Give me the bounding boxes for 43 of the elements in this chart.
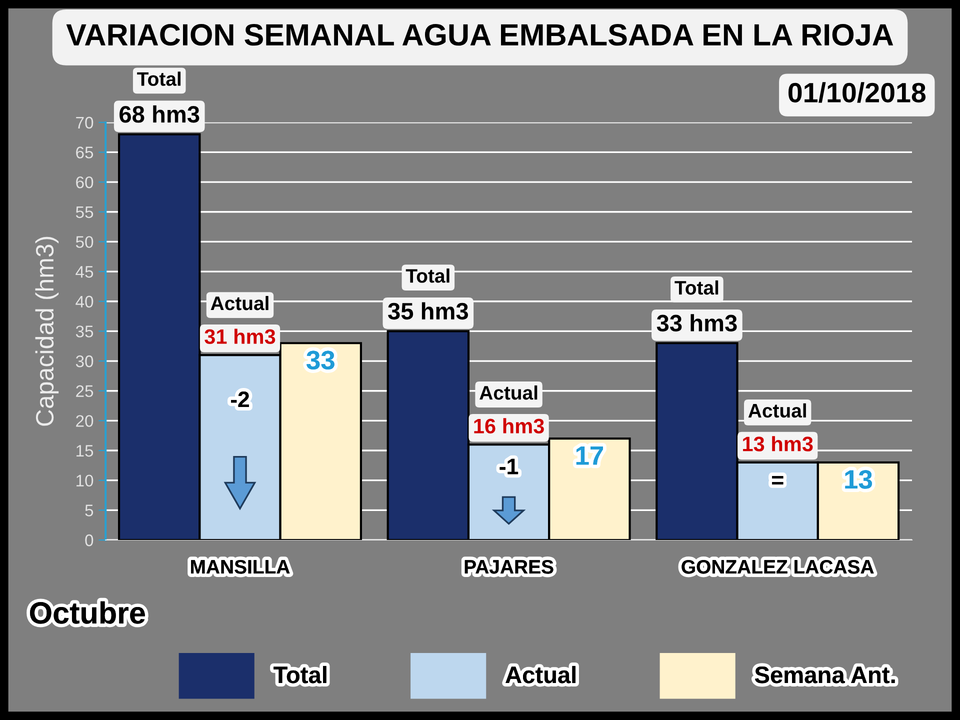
y-tick-label: 35 bbox=[76, 326, 94, 338]
annotation: Actual bbox=[210, 296, 268, 310]
data-label: 35 hm3 bbox=[388, 302, 468, 320]
y-tick-label: 70 bbox=[76, 116, 94, 129]
y-tick-label: 30 bbox=[76, 355, 94, 368]
data-label: 33 bbox=[306, 350, 334, 370]
annotation: Actual bbox=[748, 403, 806, 418]
y-tick-label: 55 bbox=[76, 206, 94, 218]
y-tick-label: 50 bbox=[76, 236, 94, 248]
data-label: 68 hm3 bbox=[120, 105, 200, 123]
data-label: 13 hm3 bbox=[743, 436, 813, 452]
legend-label: Semana Ant. bbox=[754, 666, 895, 684]
annotation: -2 bbox=[230, 392, 249, 408]
data-label: 17 bbox=[576, 446, 603, 465]
y-tick-label: 5 bbox=[85, 504, 94, 516]
y-tick-label: 45 bbox=[76, 266, 94, 278]
annotation: Total bbox=[406, 268, 450, 283]
annotation: Actual bbox=[480, 385, 538, 400]
y-tick-label: 65 bbox=[76, 146, 94, 158]
annotation: = bbox=[772, 476, 784, 484]
x-tick-label: PAJARES bbox=[464, 560, 554, 574]
data-label: 31 hm3 bbox=[204, 328, 276, 344]
y-tick-label: 0 bbox=[85, 534, 94, 546]
legend-label: Total bbox=[274, 666, 326, 684]
data-label: 13 bbox=[845, 470, 872, 489]
data-label: 33 hm3 bbox=[656, 314, 737, 332]
text: Total bbox=[137, 72, 180, 86]
y-tick-label: 10 bbox=[76, 474, 94, 487]
y-axis-title: Capacidad (hm3) bbox=[35, 236, 59, 426]
annotation: -1 bbox=[500, 458, 518, 474]
text: 01/10/2018 bbox=[788, 82, 926, 103]
annotation: Total bbox=[674, 280, 718, 295]
y-tick-label: 20 bbox=[76, 415, 94, 427]
y-tick-label: 15 bbox=[76, 445, 94, 457]
x-tick-label: GONZALEZ LACASA bbox=[682, 560, 874, 574]
y-tick-label: 40 bbox=[76, 296, 94, 308]
x-tick-label: MANSILLA bbox=[191, 560, 290, 574]
data-label: 16 hm3 bbox=[474, 418, 544, 434]
legend-label: Actual bbox=[506, 666, 576, 684]
text: Octubre bbox=[30, 601, 145, 624]
chart-title: VARIACION SEMANAL AGUA EMBALSADA EN LA RIOJA bbox=[66, 24, 894, 46]
y-tick-label: 25 bbox=[76, 385, 94, 398]
y-tick-label: 60 bbox=[76, 176, 94, 188]
